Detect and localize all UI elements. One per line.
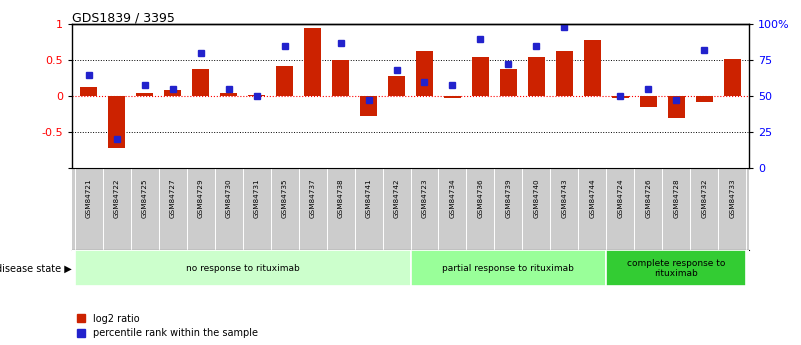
Text: GSM84742: GSM84742 xyxy=(393,178,400,218)
Text: GSM84724: GSM84724 xyxy=(618,178,623,218)
Bar xyxy=(332,60,349,96)
Text: GSM84730: GSM84730 xyxy=(226,178,231,218)
Bar xyxy=(528,57,545,96)
Text: complete response to
rituximab: complete response to rituximab xyxy=(627,259,726,278)
Text: disease state ▶: disease state ▶ xyxy=(0,263,71,273)
Bar xyxy=(248,95,265,96)
Text: GDS1839 / 3395: GDS1839 / 3395 xyxy=(72,11,175,24)
Text: GSM84737: GSM84737 xyxy=(310,178,316,218)
Text: GSM84728: GSM84728 xyxy=(673,178,679,218)
Text: GSM84734: GSM84734 xyxy=(449,178,456,218)
Bar xyxy=(192,69,209,96)
Text: GSM84743: GSM84743 xyxy=(562,178,567,218)
Text: GSM84744: GSM84744 xyxy=(590,178,595,218)
Text: GSM84735: GSM84735 xyxy=(282,178,288,218)
Bar xyxy=(612,96,629,98)
Bar xyxy=(500,69,517,96)
Bar xyxy=(696,96,713,102)
Text: partial response to rituximab: partial response to rituximab xyxy=(442,264,574,273)
Bar xyxy=(724,59,741,96)
Text: GSM84731: GSM84731 xyxy=(254,178,260,218)
Bar xyxy=(556,51,573,96)
Legend: log2 ratio, percentile rank within the sample: log2 ratio, percentile rank within the s… xyxy=(77,314,257,338)
Text: GSM84741: GSM84741 xyxy=(365,178,372,218)
Bar xyxy=(388,76,405,96)
Bar xyxy=(108,96,125,148)
Bar xyxy=(472,57,489,96)
Bar xyxy=(360,96,377,116)
Bar xyxy=(584,40,601,96)
Bar xyxy=(74,250,410,286)
Text: GSM84721: GSM84721 xyxy=(86,178,92,218)
Text: GSM84733: GSM84733 xyxy=(729,178,735,218)
Text: GSM84740: GSM84740 xyxy=(533,178,539,218)
Bar xyxy=(80,88,97,96)
Bar xyxy=(220,92,237,96)
Text: GSM84732: GSM84732 xyxy=(701,178,707,218)
Text: GSM84726: GSM84726 xyxy=(646,178,651,218)
Bar xyxy=(410,250,606,286)
Text: GSM84727: GSM84727 xyxy=(170,178,175,218)
Bar xyxy=(164,90,181,96)
Text: GSM84739: GSM84739 xyxy=(505,178,511,218)
Bar xyxy=(416,51,433,96)
Text: GSM84729: GSM84729 xyxy=(198,178,203,218)
Text: GSM84725: GSM84725 xyxy=(142,178,148,218)
Text: GSM84722: GSM84722 xyxy=(114,178,120,218)
Bar xyxy=(304,28,321,96)
Bar xyxy=(606,250,747,286)
Bar xyxy=(444,96,461,98)
Text: GSM84723: GSM84723 xyxy=(421,178,428,218)
Bar xyxy=(640,96,657,107)
Bar xyxy=(276,66,293,96)
Text: GSM84736: GSM84736 xyxy=(477,178,484,218)
Text: no response to rituximab: no response to rituximab xyxy=(186,264,300,273)
Bar xyxy=(668,96,685,118)
Text: GSM84738: GSM84738 xyxy=(337,178,344,218)
Bar xyxy=(136,92,153,96)
